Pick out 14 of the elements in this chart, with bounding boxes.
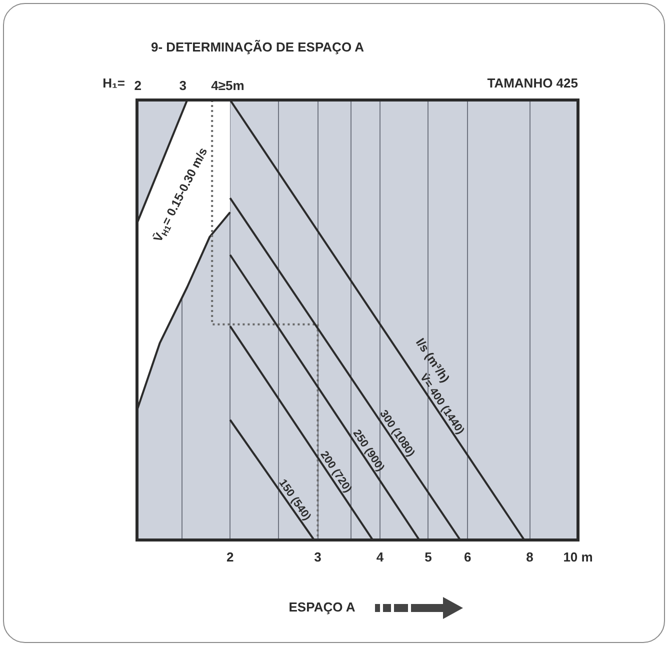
x-tick-label: 3 [314,549,322,564]
x-tick-label: 6 [464,549,472,564]
chart-subtitle: TAMANHO 425 [487,76,578,91]
x2-axis-title: H₁= [102,76,126,91]
x-tick-label: 5 [424,549,432,564]
x-axis-title: ESPAÇO A [288,600,356,615]
x-tick-label: 4 [376,549,384,564]
x-tick-label: 2 [226,549,234,564]
x2-tick-label: 3 [179,78,186,93]
x-tick-label: 10 m [563,549,593,564]
x2-tick-label: 4≥5m [211,78,244,93]
x2-tick-label: 2 [134,78,142,93]
x-tick-label: 8 [526,549,534,564]
chart-title: 9- DETERMINAÇÃO DE ESPAÇO A [151,40,365,55]
